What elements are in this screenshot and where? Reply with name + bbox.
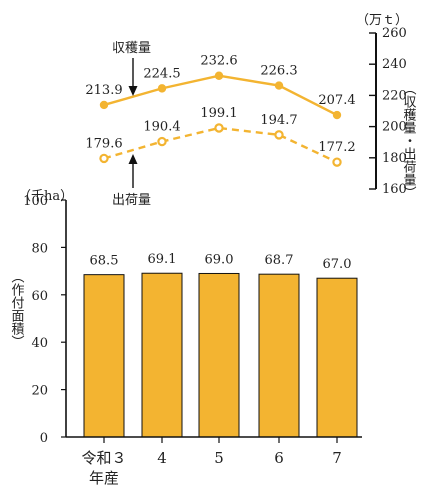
harvest-annotation-text: 収穫量 (112, 41, 151, 56)
harvest-arrowhead (128, 86, 138, 96)
line-point (274, 130, 284, 140)
line-data-label: 213.9 (85, 83, 122, 98)
bar-data-label: 69.1 (148, 252, 177, 267)
line-point (99, 153, 109, 164)
shipment-arrowhead (128, 154, 138, 164)
line-point (157, 136, 167, 147)
shipment-annotation: 出荷量 (112, 154, 151, 208)
bar-unit-label: （千ha） (18, 189, 73, 204)
bar (141, 272, 183, 438)
shipment-annotation-text: 出荷量 (112, 193, 151, 208)
bar-y-ticks: 0 20 40 60 80 100 (23, 194, 66, 446)
line-y-tick-label: 220 (382, 88, 407, 103)
line-data-label: 207.4 (318, 93, 355, 108)
bar-axis-title: （作付面積） (9, 270, 25, 348)
bar-y-tick-label: 40 (31, 336, 48, 351)
bar-x-tick-label: 令和３ (81, 449, 126, 467)
line-data-label: 194.7 (260, 113, 297, 128)
bar-x-tick-label: 6 (274, 449, 284, 467)
bar-x-tick-label: 5 (214, 449, 224, 467)
line-data-label: 232.6 (200, 54, 237, 69)
bar-y-tick-label: 20 (31, 384, 48, 399)
line-unit-label: （万ｔ） (356, 13, 408, 28)
line-data-label: 199.1 (200, 106, 237, 121)
line-data-label: 190.4 (143, 120, 180, 135)
line-point (157, 84, 167, 93)
line-point (274, 81, 284, 90)
bar-y-tick-label: 100 (23, 194, 48, 209)
line-axis-title: （収穫量・出荷量） (401, 82, 417, 199)
bar-x-tick-label: 年産 (89, 469, 119, 485)
bar (258, 273, 300, 438)
bar-x-tick-labels: 令和３ 年産 4 5 6 7 (81, 437, 342, 485)
harvest-annotation: 収穫量 (112, 41, 151, 96)
bar-data-label: 68.5 (90, 254, 119, 269)
line-point (214, 123, 224, 133)
bar-series: 68.5 69.1 69.0 68.7 67.0 (83, 252, 358, 438)
line-y-tick-label: 160 (382, 182, 407, 197)
bar-y-tick-label: 60 (31, 289, 48, 304)
line-y-tick-label: 180 (382, 151, 407, 166)
bar-y-tick-label: 80 (31, 241, 48, 256)
bar (83, 274, 125, 438)
line-data-label: 226.3 (260, 64, 297, 79)
line-point (332, 157, 342, 167)
line-series-shipment (103, 126, 338, 164)
bar-y-tick-label: 0 (40, 431, 48, 446)
line-data-label: 224.5 (143, 66, 180, 81)
line-y-tick-label: 240 (382, 57, 407, 72)
bar-data-label: 69.0 (205, 252, 234, 267)
line-point (332, 110, 342, 120)
bar (198, 272, 240, 438)
bar-data-label: 68.7 (265, 253, 294, 268)
line-y-ticks: 160 180 200 220 240 260 (369, 26, 407, 197)
line-point (99, 100, 109, 110)
line-data-label: 179.6 (85, 136, 122, 151)
line-y-tick-label: 200 (382, 120, 407, 135)
bar-x-tick-label: 7 (332, 449, 342, 467)
bar (316, 277, 358, 438)
bar-x-tick-label: 4 (157, 449, 167, 467)
line-series-group: 213.9 224.5 232.6 226.3 207.4 179.6 190.4 199.1… (85, 54, 356, 167)
line-y-tick-label: 260 (382, 26, 407, 41)
line-data-label: 177.2 (318, 140, 355, 155)
bar-data-label: 67.0 (323, 257, 352, 272)
line-point (214, 71, 224, 80)
